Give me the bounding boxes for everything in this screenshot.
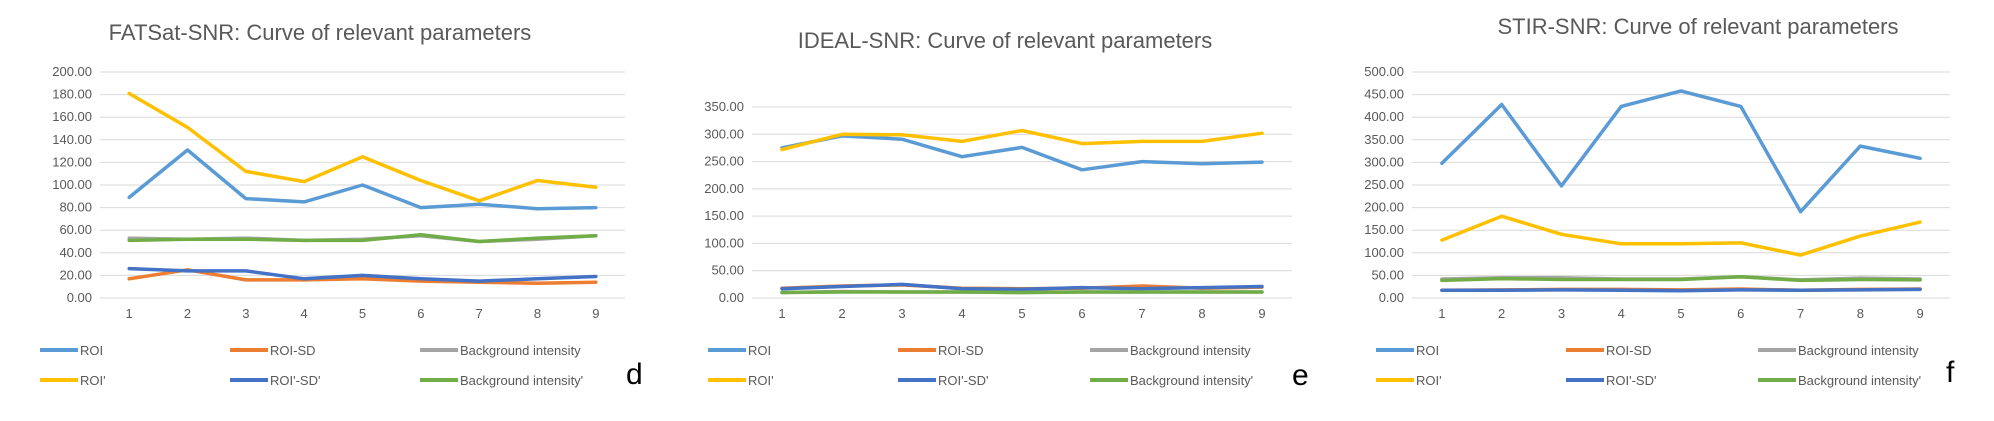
legend-label: ROI'-SD' — [270, 373, 320, 388]
y-tick-label: 40.00 — [59, 245, 92, 260]
y-tick-label: 100.00 — [704, 235, 744, 250]
y-tick-label: 0.00 — [1379, 290, 1404, 305]
y-tick-label: 200.00 — [1364, 200, 1404, 215]
legend-label: ROI' — [80, 373, 106, 388]
y-tick-label: 20.00 — [59, 267, 92, 282]
x-tick-label: 4 — [958, 306, 965, 321]
y-tick-label: 350.00 — [1364, 132, 1404, 147]
y-tick-label: 100.00 — [52, 177, 92, 192]
x-tick-label: 7 — [1138, 306, 1145, 321]
x-tick-label: 4 — [301, 306, 308, 321]
series-line-roi-sd — [127, 266, 598, 283]
y-tick-label: 60.00 — [59, 222, 92, 237]
y-tick-label: 350.00 — [704, 99, 744, 114]
y-tick-label: 100.00 — [1364, 245, 1404, 260]
y-tick-label: 200.00 — [704, 181, 744, 196]
series-line-roi — [127, 91, 598, 203]
x-tick-label: 3 — [242, 306, 249, 321]
x-tick-label: 6 — [1737, 306, 1744, 321]
x-tick-label: 9 — [1258, 306, 1265, 321]
x-tick-label: 4 — [1618, 306, 1625, 321]
x-tick-label: 5 — [359, 306, 366, 321]
x-tick-label: 9 — [1916, 306, 1923, 321]
y-tick-label: 250.00 — [1364, 177, 1404, 192]
series-line-roi-sd — [1440, 287, 1922, 293]
x-tick-label: 9 — [592, 306, 599, 321]
series-line-roi-sd — [780, 282, 1264, 292]
legend-label: Background intensity' — [1798, 373, 1921, 388]
y-tick-label: 0.00 — [67, 290, 92, 305]
x-tick-label: 2 — [184, 306, 191, 321]
legend-label: Background intensity — [1798, 343, 1919, 358]
y-tick-label: 500.00 — [1364, 64, 1404, 79]
legend-label: ROI — [1416, 343, 1439, 358]
x-tick-label: 1 — [778, 306, 785, 321]
y-tick-label: 140.00 — [52, 132, 92, 147]
legend-label: Background intensity — [460, 343, 581, 358]
x-tick-label: 7 — [1797, 306, 1804, 321]
legend-label: Background intensity' — [460, 373, 583, 388]
legend-label: ROI'-SD' — [938, 373, 988, 388]
y-tick-label: 150.00 — [1364, 222, 1404, 237]
chart-title: STIR-SNR: Curve of relevant parameters — [1497, 14, 1898, 39]
series-line-background-intensity — [1440, 275, 1922, 283]
chart-title: IDEAL-SNR: Curve of relevant parameters — [798, 28, 1213, 53]
legend-label: Background intensity — [1130, 343, 1251, 358]
x-tick-label: 8 — [1857, 306, 1864, 321]
y-tick-label: 300.00 — [1364, 154, 1404, 169]
legend-label: ROI-SD — [270, 343, 316, 358]
x-tick-label: 2 — [838, 306, 845, 321]
chart-ideal: IDEAL-SNR: Curve of relevant parameters … — [704, 28, 1308, 392]
series-line-roi — [127, 148, 598, 211]
x-tick-label: 2 — [1498, 306, 1505, 321]
y-tick-label: 120.00 — [52, 154, 92, 169]
series-line-background-intensity — [127, 232, 598, 244]
panel-letter: e — [1292, 359, 1309, 392]
chart-title: FATSat-SNR: Curve of relevant parameters — [109, 20, 532, 45]
x-tick-label: 6 — [417, 306, 424, 321]
y-tick-label: 400.00 — [1364, 109, 1404, 124]
panel-letter: f — [1946, 356, 1955, 389]
legend-label: ROI — [80, 343, 103, 358]
y-tick-label: 450.00 — [1364, 87, 1404, 102]
y-tick-label: 50.00 — [1371, 267, 1404, 282]
x-tick-label: 3 — [1558, 306, 1565, 321]
legend-label: ROI — [748, 343, 771, 358]
panel-letter: d — [626, 358, 643, 391]
series-line-roi — [780, 128, 1264, 152]
y-tick-label: 80.00 — [59, 200, 92, 215]
series-line-roi — [780, 134, 1264, 172]
chart-fatsat: FATSat-SNR: Curve of relevant parameters… — [40, 20, 643, 391]
x-tick-label: 8 — [1198, 306, 1205, 321]
series-line-roi-sd — [127, 268, 598, 286]
x-tick-label: 1 — [126, 306, 133, 321]
series-line-roi — [1440, 89, 1922, 214]
series-line-roi — [1440, 214, 1922, 257]
x-tick-label: 6 — [1078, 306, 1085, 321]
legend-label: ROI-SD — [1606, 343, 1652, 358]
y-tick-label: 180.00 — [52, 87, 92, 102]
y-tick-label: 200.00 — [52, 64, 92, 79]
legend-label: Background intensity' — [1130, 373, 1253, 388]
x-tick-label: 5 — [1677, 306, 1684, 321]
legend-label: ROI-SD — [938, 343, 984, 358]
legend-label: ROI' — [748, 373, 774, 388]
x-tick-label: 1 — [1438, 306, 1445, 321]
y-tick-label: 150.00 — [704, 208, 744, 223]
x-tick-label: 7 — [476, 306, 483, 321]
y-tick-label: 160.00 — [52, 109, 92, 124]
series-line-background-intensity — [780, 290, 1264, 295]
y-tick-label: 50.00 — [711, 263, 744, 278]
legend-label: ROI' — [1416, 373, 1442, 388]
legend-label: ROI'-SD' — [1606, 373, 1656, 388]
x-tick-label: 8 — [534, 306, 541, 321]
y-tick-label: 300.00 — [704, 126, 744, 141]
chart-stir: STIR-SNR: Curve of relevant parameters f… — [1364, 14, 1955, 389]
y-tick-label: 250.00 — [704, 154, 744, 169]
y-tick-label: 0.00 — [719, 290, 744, 305]
x-tick-label: 5 — [1018, 306, 1025, 321]
x-tick-label: 3 — [898, 306, 905, 321]
